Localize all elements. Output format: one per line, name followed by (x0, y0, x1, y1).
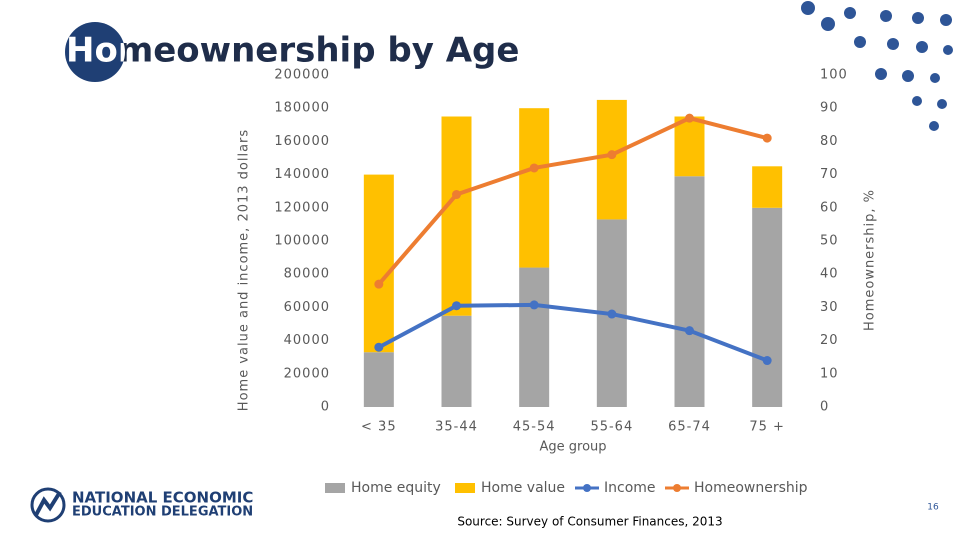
x-tick-label: 45-54 (513, 420, 556, 435)
line-marker (762, 356, 772, 366)
y2-tick-label: 0 (820, 400, 829, 415)
x-tick-label: 65-74 (668, 420, 711, 435)
y-tick-label: 60000 (284, 300, 330, 315)
bar-segment (752, 207, 783, 407)
x-tick-label: 55-64 (590, 420, 633, 435)
bar-segment (363, 352, 394, 407)
legend-swatch (583, 484, 591, 492)
line-marker (607, 309, 617, 319)
x-tick-label: 35-44 (435, 420, 478, 435)
y2-tick-label: 30 (820, 300, 839, 315)
legend-swatch (455, 483, 475, 493)
decor-dots (801, 1, 953, 131)
x-tick-label: < 35 (361, 420, 397, 435)
line (377, 302, 768, 363)
y-tick-label: 20000 (284, 366, 330, 381)
legend-label: Homeownership (694, 480, 808, 496)
y-tick-label: 140000 (274, 167, 330, 182)
y2-tick-label: 70 (820, 167, 839, 182)
legend-swatch (325, 483, 345, 493)
x-tick-label: 75 + (749, 420, 785, 435)
y-tick-label: 120000 (274, 200, 330, 215)
page-number: 16 (927, 503, 939, 513)
y2-tick-label: 40 (820, 267, 839, 282)
x-axis-label: Age group (539, 440, 606, 455)
bar-segment (674, 176, 705, 407)
logo: NATIONAL ECONOMIC EDUCATION DELEGATION (30, 487, 253, 523)
y2-tick-label: 20 (820, 333, 839, 348)
source: Source: Survey of Consumer Finances, 201… (457, 515, 722, 529)
y-tick-label: 0 (321, 400, 330, 415)
y2-tick-label: 60 (820, 200, 839, 215)
y2-tick-label: 100 (820, 68, 848, 83)
y-tick-label: 160000 (274, 134, 330, 149)
y-axis-label: Home value and income, 2013 dollars (237, 129, 252, 411)
y2-tick-label: 80 (820, 134, 839, 149)
bar-segment (596, 99, 627, 220)
y-tick-label: 100000 (274, 234, 330, 249)
line-marker (529, 163, 539, 173)
slide-title-overlay: Homeownership by Age (66, 31, 519, 71)
bar-segment (363, 174, 394, 353)
logo-text: EDUCATION DELEGATION (72, 505, 253, 520)
line-marker (762, 133, 772, 143)
y2-tick-label: 90 (820, 101, 839, 116)
y2-tick-label: 50 (820, 234, 839, 249)
bar-segment (674, 116, 705, 177)
legend-label: Home equity (351, 480, 441, 496)
logo-text: NATIONAL ECONOMIC (72, 489, 253, 507)
slide-title: Homeownership by Age (66, 31, 519, 71)
line-marker (529, 300, 539, 310)
legend-swatch (673, 484, 681, 492)
bar-segment (441, 315, 472, 407)
line-marker (607, 150, 617, 160)
line-marker (685, 113, 694, 123)
legend-label: Home value (481, 480, 565, 496)
y2-axis-label: Homeownership, % (863, 189, 878, 331)
y2-tick-label: 10 (820, 366, 839, 381)
bar-segment (752, 166, 783, 208)
bar-segment (441, 116, 472, 316)
line-marker (685, 326, 694, 336)
y-tick-label: 180000 (274, 101, 330, 116)
y-tick-label: 40000 (284, 333, 330, 348)
bar-segment (519, 108, 550, 268)
line-marker (374, 342, 384, 352)
line (377, 116, 768, 286)
line-marker (452, 301, 461, 311)
bar-segment (519, 267, 550, 407)
y-tick-label: 80000 (284, 267, 330, 282)
y-tick-label: 200000 (274, 68, 330, 83)
line-marker (452, 190, 461, 200)
legend-label: Income (604, 480, 656, 496)
title-badge (65, 22, 125, 82)
line-marker (374, 279, 384, 289)
